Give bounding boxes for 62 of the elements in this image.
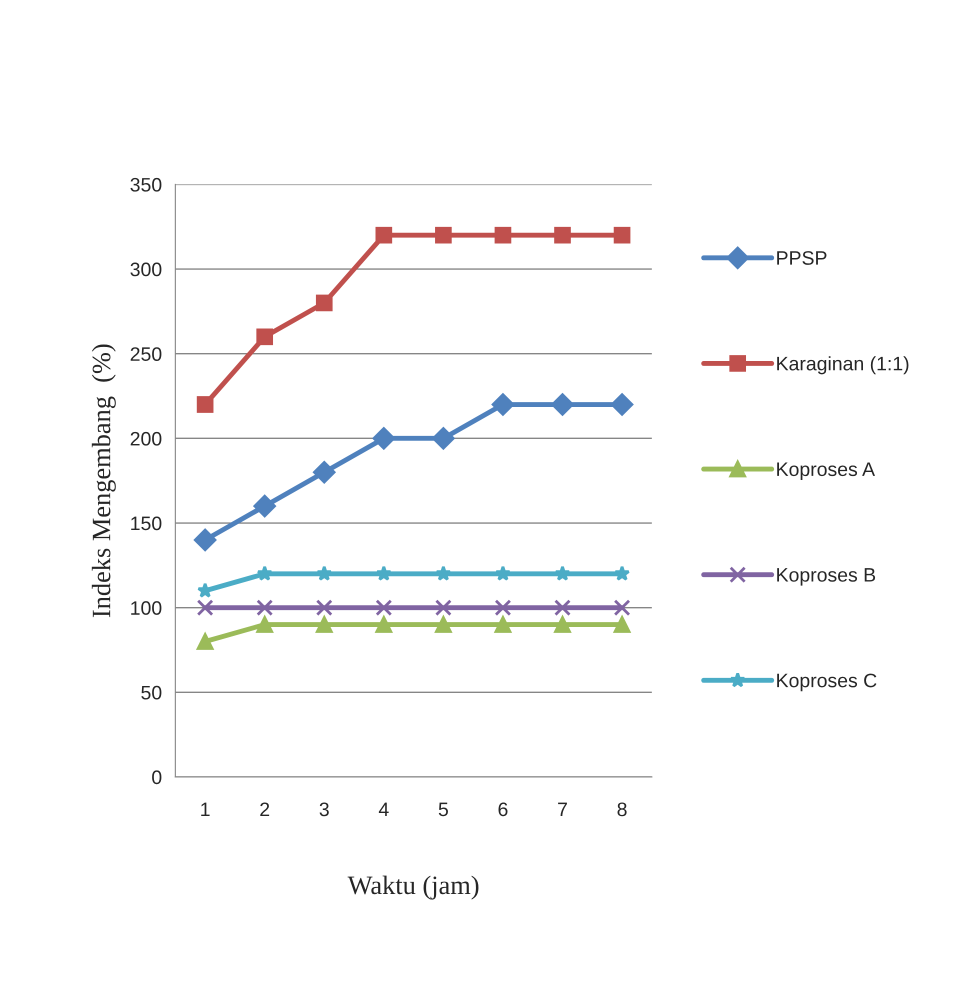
point [313,461,336,484]
x-tick-label: 4 [378,802,389,816]
point [375,599,392,616]
point [375,616,392,633]
point [551,393,574,416]
y-tick-label: 300 [130,262,162,276]
point [196,633,214,650]
point [494,565,511,581]
x-axis-title: Waktu (jam) [348,876,478,900]
point [432,427,455,450]
x-tick-label: 3 [320,802,329,816]
point [256,328,274,346]
point [435,565,452,581]
point [256,616,274,633]
legend-label: PPSP [777,251,826,265]
legend-label: Koproses C [777,674,876,692]
point [253,494,276,518]
y-tick-label: 50 [141,686,162,700]
point [494,616,512,633]
point [554,616,571,633]
y-axis-title: Indeks Mengembang (%) [92,344,116,618]
point [196,396,214,413]
x-tick-label: 7 [558,802,567,816]
point [376,565,392,581]
y-tick-label: 150 [131,516,162,530]
x-tick-label: 5 [438,802,448,816]
x-tick-label: 1 [201,802,210,816]
point [316,294,333,312]
y-tick-label: 200 [130,432,162,446]
x-tick-label: 2 [260,802,270,816]
point [194,528,216,552]
y-tick-label: 100 [131,601,162,615]
x-tick-label: 8 [618,802,627,816]
point [610,393,634,416]
point [492,393,514,416]
point [316,599,333,616]
point [435,616,452,633]
point [256,565,273,581]
point [316,616,333,633]
point [614,226,630,244]
legend-label: Karaginan (1:1) [777,356,908,374]
point [256,599,274,616]
point [316,565,332,581]
point [196,599,214,616]
point [554,226,571,244]
point [435,226,452,244]
point [614,616,630,633]
legend-label: Koproses B [777,568,876,586]
point [494,226,512,244]
legend-label: Koproses A [777,462,876,480]
point [435,599,452,616]
point [554,599,571,616]
point [554,565,571,581]
point [494,599,512,616]
x-tick-label: 6 [498,802,508,816]
point [372,427,396,450]
y-tick-label: 350 [130,178,162,192]
y-tick-label: 250 [130,347,162,361]
point [375,226,392,244]
y-tick-label: 0 [152,770,162,784]
point [614,599,630,616]
point [614,565,630,581]
